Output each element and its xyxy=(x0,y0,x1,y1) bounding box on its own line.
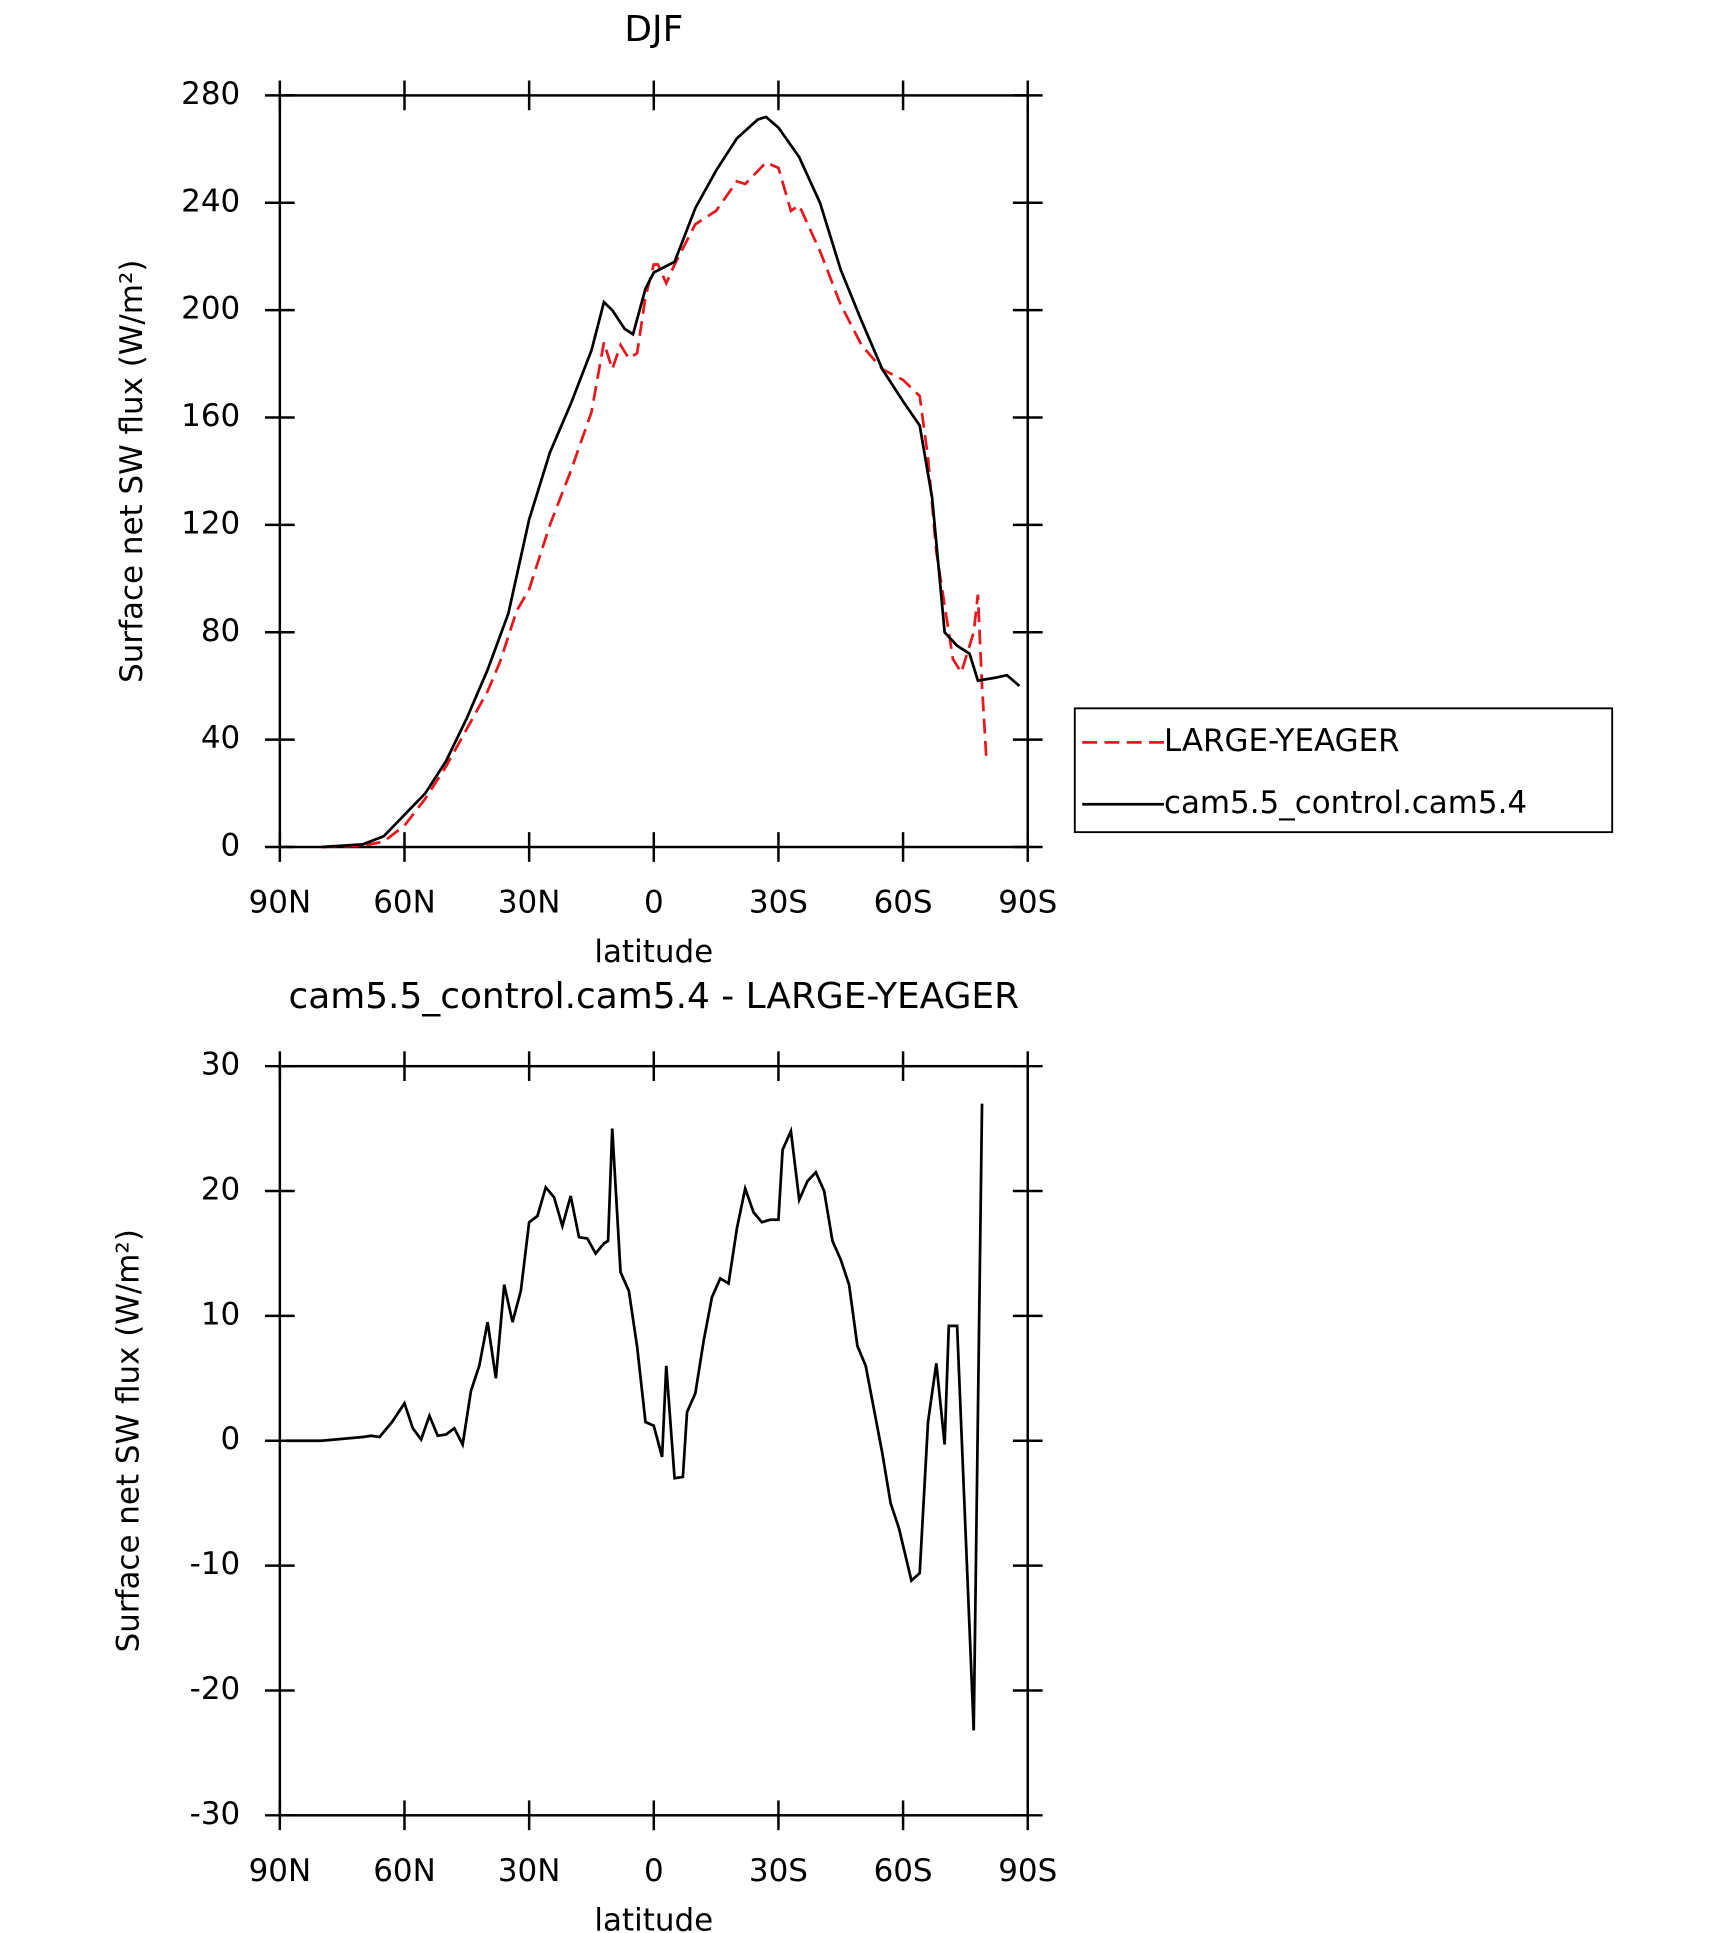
y-tick-label: 80 xyxy=(201,613,240,649)
plot-frame xyxy=(278,94,1029,849)
y-tick-label: 30 xyxy=(201,1047,240,1083)
y-tick-label: 160 xyxy=(181,398,240,434)
x-tick-label: 30N xyxy=(498,884,561,920)
x-axis-label: latitude xyxy=(594,1902,713,1933)
plot-frame xyxy=(278,1064,1029,1817)
chart-title: DJF xyxy=(624,9,683,50)
legend-box xyxy=(1073,707,1614,834)
y-tick-label: 200 xyxy=(181,291,240,327)
y-tick-label: 40 xyxy=(201,720,240,756)
y-tick-label: 240 xyxy=(181,183,240,219)
x-tick-label: 90S xyxy=(998,884,1057,920)
x-tick-label: 0 xyxy=(644,1853,664,1889)
y-axis-label: Surface net SW flux (W/m²) xyxy=(114,260,150,683)
x-tick-label: 60N xyxy=(373,1853,436,1889)
x-tick-label: 30S xyxy=(749,1853,808,1889)
x-tick-label: 30S xyxy=(749,884,808,920)
y-axis-label: Surface net SW flux (W/m²) xyxy=(111,1229,147,1652)
y-tick-label: 280 xyxy=(181,76,240,112)
y-tick-label: -30 xyxy=(190,1796,241,1832)
x-tick-label: 0 xyxy=(644,884,664,920)
legend-label: LARGE-YEAGER xyxy=(1164,723,1400,759)
y-tick-label: 120 xyxy=(181,505,240,541)
legend-label: cam5.5_control.cam5.4 xyxy=(1164,785,1527,821)
y-tick-label: 0 xyxy=(221,828,241,864)
x-tick-label: 90N xyxy=(249,884,312,920)
data-line xyxy=(286,1103,984,1731)
y-tick-label: 0 xyxy=(221,1421,241,1457)
data-line xyxy=(321,115,1021,849)
chart-title: cam5.5_control.cam5.4 - LARGE-YEAGER xyxy=(289,976,1020,1017)
y-tick-label: 20 xyxy=(201,1172,240,1208)
x-tick-label: 30N xyxy=(498,1853,561,1889)
x-tick-label: 90S xyxy=(998,1853,1057,1889)
x-axis-label: latitude xyxy=(594,934,713,970)
y-tick-label: 10 xyxy=(201,1296,240,1332)
y-tick-label: -10 xyxy=(190,1546,241,1582)
data-line xyxy=(321,160,988,849)
x-tick-label: 90N xyxy=(249,1853,312,1889)
x-tick-label: 60S xyxy=(874,884,933,920)
y-tick-label: -20 xyxy=(190,1671,241,1707)
x-tick-label: 60S xyxy=(874,1853,933,1889)
x-tick-label: 60N xyxy=(373,884,436,920)
